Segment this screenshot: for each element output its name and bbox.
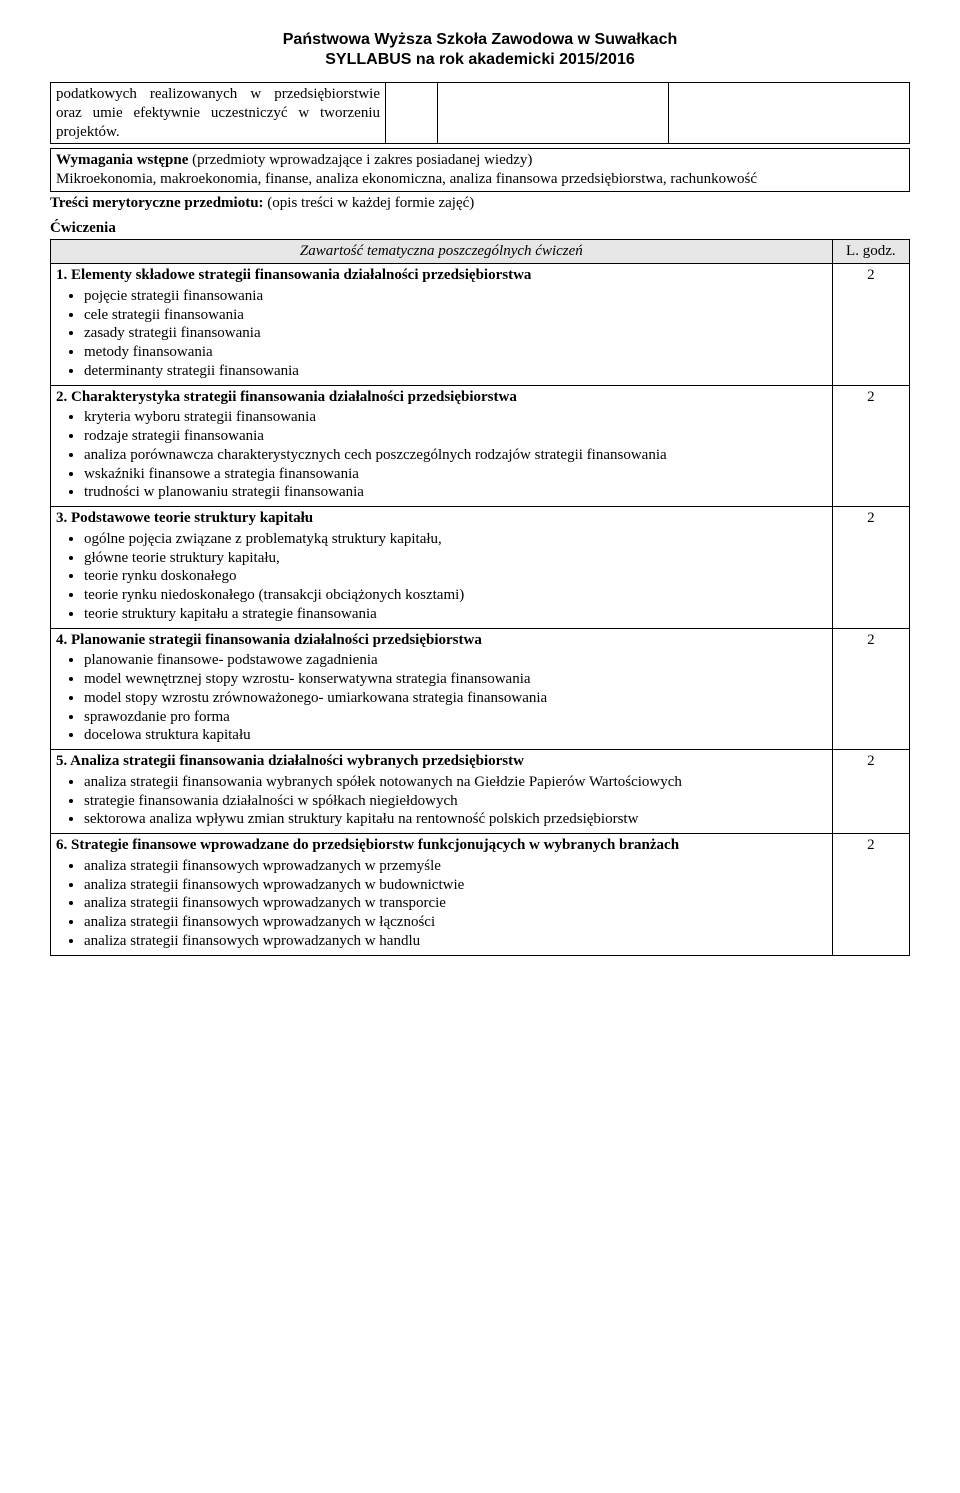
content-plain: (opis treści w każdej formie zajęć) [264, 195, 475, 211]
table-row: 1. Elementy składowe strategii finansowa… [51, 264, 910, 386]
list-item: planowanie finansowe- podstawowe zagadni… [84, 651, 827, 670]
list-item: sprawozdanie pro forma [84, 708, 827, 727]
hours-cell: 2 [832, 264, 909, 386]
top-row-col3 [437, 83, 669, 144]
bullet-list: ogólne pojęcia związane z problematyką s… [56, 530, 827, 624]
hours-cell: 2 [832, 628, 909, 750]
topic-title: 5. Analiza strategii finansowania działa… [56, 752, 827, 771]
topic-cell: 6. Strategie finansowe wprowadzane do pr… [51, 834, 833, 956]
list-item: teorie struktury kapitału a strategie fi… [84, 605, 827, 624]
topic-title: 1. Elementy składowe strategii finansowa… [56, 266, 827, 285]
prereq-title: Wymagania wstępne [56, 152, 188, 168]
table-row: 2. Charakterystyka strategii finansowani… [51, 385, 910, 507]
table-row: 3. Podstawowe teorie struktury kapitału o… [51, 507, 910, 629]
top-row-text: podatkowych realizowanych w przedsiębior… [51, 83, 386, 144]
list-item: analiza strategii finansowych wprowadzan… [84, 857, 827, 876]
header-line1: Państwowa Wyższa Szkoła Zawodowa w Suwał… [50, 30, 910, 50]
list-item: rodzaje strategii finansowania [84, 427, 827, 446]
topic-title: 3. Podstawowe teorie struktury kapitału [56, 509, 827, 528]
list-item: analiza strategii finansowych wprowadzan… [84, 913, 827, 932]
list-item: strategie finansowania działalności w sp… [84, 792, 827, 811]
top-row-col4 [669, 83, 910, 144]
prerequisites-box: Wymagania wstępne (przedmioty wprowadzaj… [50, 148, 910, 192]
list-item: teorie rynku doskonałego [84, 567, 827, 586]
topic-cell: 5. Analiza strategii finansowania działa… [51, 750, 833, 834]
list-item: sektorowa analiza wpływu zmian struktury… [84, 810, 827, 829]
topic-title: 6. Strategie finansowe wprowadzane do pr… [56, 836, 827, 855]
topic-cell: 1. Elementy składowe strategii finansowa… [51, 264, 833, 386]
bullet-list: analiza strategii finansowych wprowadzan… [56, 857, 827, 951]
table-header-right: L. godz. [832, 240, 909, 264]
list-item: docelowa struktura kapitału [84, 726, 827, 745]
hours-cell: 2 [832, 507, 909, 629]
list-item: model wewnętrznej stopy wzrostu- konserw… [84, 670, 827, 689]
hours-cell: 2 [832, 385, 909, 507]
list-item: analiza strategii finansowych wprowadzan… [84, 894, 827, 913]
list-item: teorie rynku niedoskonałego (transakcji … [84, 586, 827, 605]
list-item: trudności w planowaniu strategii finanso… [84, 483, 827, 502]
list-item: analiza strategii finansowych wprowadzan… [84, 932, 827, 951]
bullet-list: kryteria wyboru strategii finansowaniaro… [56, 408, 827, 502]
list-item: analiza porównawcza charakterystycznych … [84, 446, 827, 465]
list-item: cele strategii finansowania [84, 306, 827, 325]
bullet-list: pojęcie strategii finansowaniacele strat… [56, 287, 827, 381]
topic-cell: 2. Charakterystyka strategii finansowani… [51, 385, 833, 507]
table-row: 5. Analiza strategii finansowania działa… [51, 750, 910, 834]
list-item: zasady strategii finansowania [84, 324, 827, 343]
list-item: pojęcie strategii finansowania [84, 287, 827, 306]
topic-title: 2. Charakterystyka strategii finansowani… [56, 388, 827, 407]
topic-cell: 4. Planowanie strategii finansowania dzi… [51, 628, 833, 750]
list-item: wskaźniki finansowe a strategia finansow… [84, 465, 827, 484]
syllabus-table: Zawartość tematyczna poszczególnych ćwic… [50, 239, 910, 955]
bullet-list: analiza strategii finansowania wybranych… [56, 773, 827, 829]
list-item: kryteria wyboru strategii finansowania [84, 408, 827, 427]
bullet-list: planowanie finansowe- podstawowe zagadni… [56, 651, 827, 745]
list-item: metody finansowania [84, 343, 827, 362]
list-item: model stopy wzrostu zrównoważonego- umia… [84, 689, 827, 708]
topic-cell: 3. Podstawowe teorie struktury kapitału o… [51, 507, 833, 629]
top-row-col2 [386, 83, 438, 144]
list-item: ogólne pojęcia związane z problematyką s… [84, 530, 827, 549]
list-item: determinanty strategii finansowania [84, 362, 827, 381]
prereq-title-tail: (przedmioty wprowadzające i zakres posia… [188, 152, 532, 168]
top-row-table: podatkowych realizowanych w przedsiębior… [50, 82, 910, 144]
hours-cell: 2 [832, 834, 909, 956]
page-header: Państwowa Wyższa Szkoła Zawodowa w Suwał… [50, 30, 910, 70]
content-heading: Treści merytoryczne przedmiotu: (opis tr… [50, 194, 910, 213]
table-row: 6. Strategie finansowe wprowadzane do pr… [51, 834, 910, 956]
exercises-label: Ćwiczenia [50, 219, 910, 238]
table-header-left: Zawartość tematyczna poszczególnych ćwic… [51, 240, 833, 264]
list-item: analiza strategii finansowych wprowadzan… [84, 876, 827, 895]
topic-title: 4. Planowanie strategii finansowania dzi… [56, 631, 827, 650]
hours-cell: 2 [832, 750, 909, 834]
list-item: główne teorie struktury kapitału, [84, 549, 827, 568]
prereq-body: Mikroekonomia, makroekonomia, finanse, a… [56, 170, 904, 189]
list-item: analiza strategii finansowania wybranych… [84, 773, 827, 792]
header-line2: SYLLABUS na rok akademicki 2015/2016 [50, 50, 910, 70]
table-row: 4. Planowanie strategii finansowania dzi… [51, 628, 910, 750]
content-bold: Treści merytoryczne przedmiotu: [50, 195, 264, 211]
